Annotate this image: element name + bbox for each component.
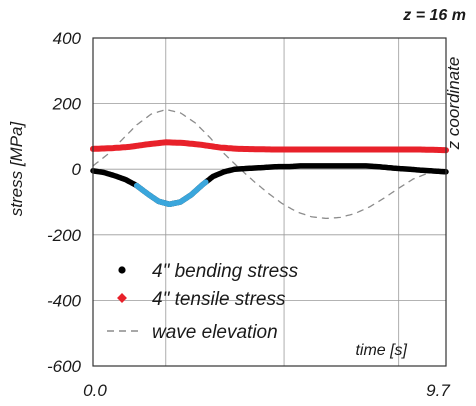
legend-item-tensile: 4" tensile stress <box>117 289 286 310</box>
grid-lines <box>93 37 446 367</box>
y-tick-label: -200 <box>47 226 82 245</box>
legend: 4" bending stress 4" tensile stress wave… <box>107 261 299 343</box>
legend-label-tensile: 4" tensile stress <box>152 289 286 310</box>
x-tick-label: 9.7 <box>426 381 450 400</box>
chart-title: z = 16 m <box>402 7 466 24</box>
y-tick-label: 0 <box>72 160 82 179</box>
y-tick-labels: -600 -400 -200 0 200 400 <box>47 29 82 376</box>
y-axis-label: stress [MPa] <box>7 120 26 216</box>
legend-item-wave: wave elevation <box>107 322 278 343</box>
series-line-wave-elevation <box>92 108 447 220</box>
series-layer <box>90 108 449 220</box>
x-tick-label: 0.0 <box>83 381 107 400</box>
series-highlight-bending-stress <box>133 179 209 208</box>
series-line-bending-stress <box>90 163 449 208</box>
right-axis-label: z coordinate <box>444 57 463 151</box>
y-tick-label: -600 <box>47 357 82 376</box>
legend-label-wave: wave elevation <box>152 322 278 343</box>
y-tick-label: -400 <box>47 291 82 310</box>
series-line-tensile-stress <box>90 139 449 154</box>
legend-item-bending: 4" bending stress <box>118 261 299 282</box>
x-axis-label: time [s] <box>355 342 407 359</box>
plot-frame <box>92 37 447 367</box>
legend-label-bending: 4" bending stress <box>152 261 299 282</box>
y-tick-label: 400 <box>53 29 82 48</box>
x-tick-labels: 0.0 9.7 <box>83 381 450 400</box>
legend-marker-bending <box>118 266 126 274</box>
y-tick-label: 200 <box>52 95 82 114</box>
legend-marker-tensile <box>117 293 127 303</box>
